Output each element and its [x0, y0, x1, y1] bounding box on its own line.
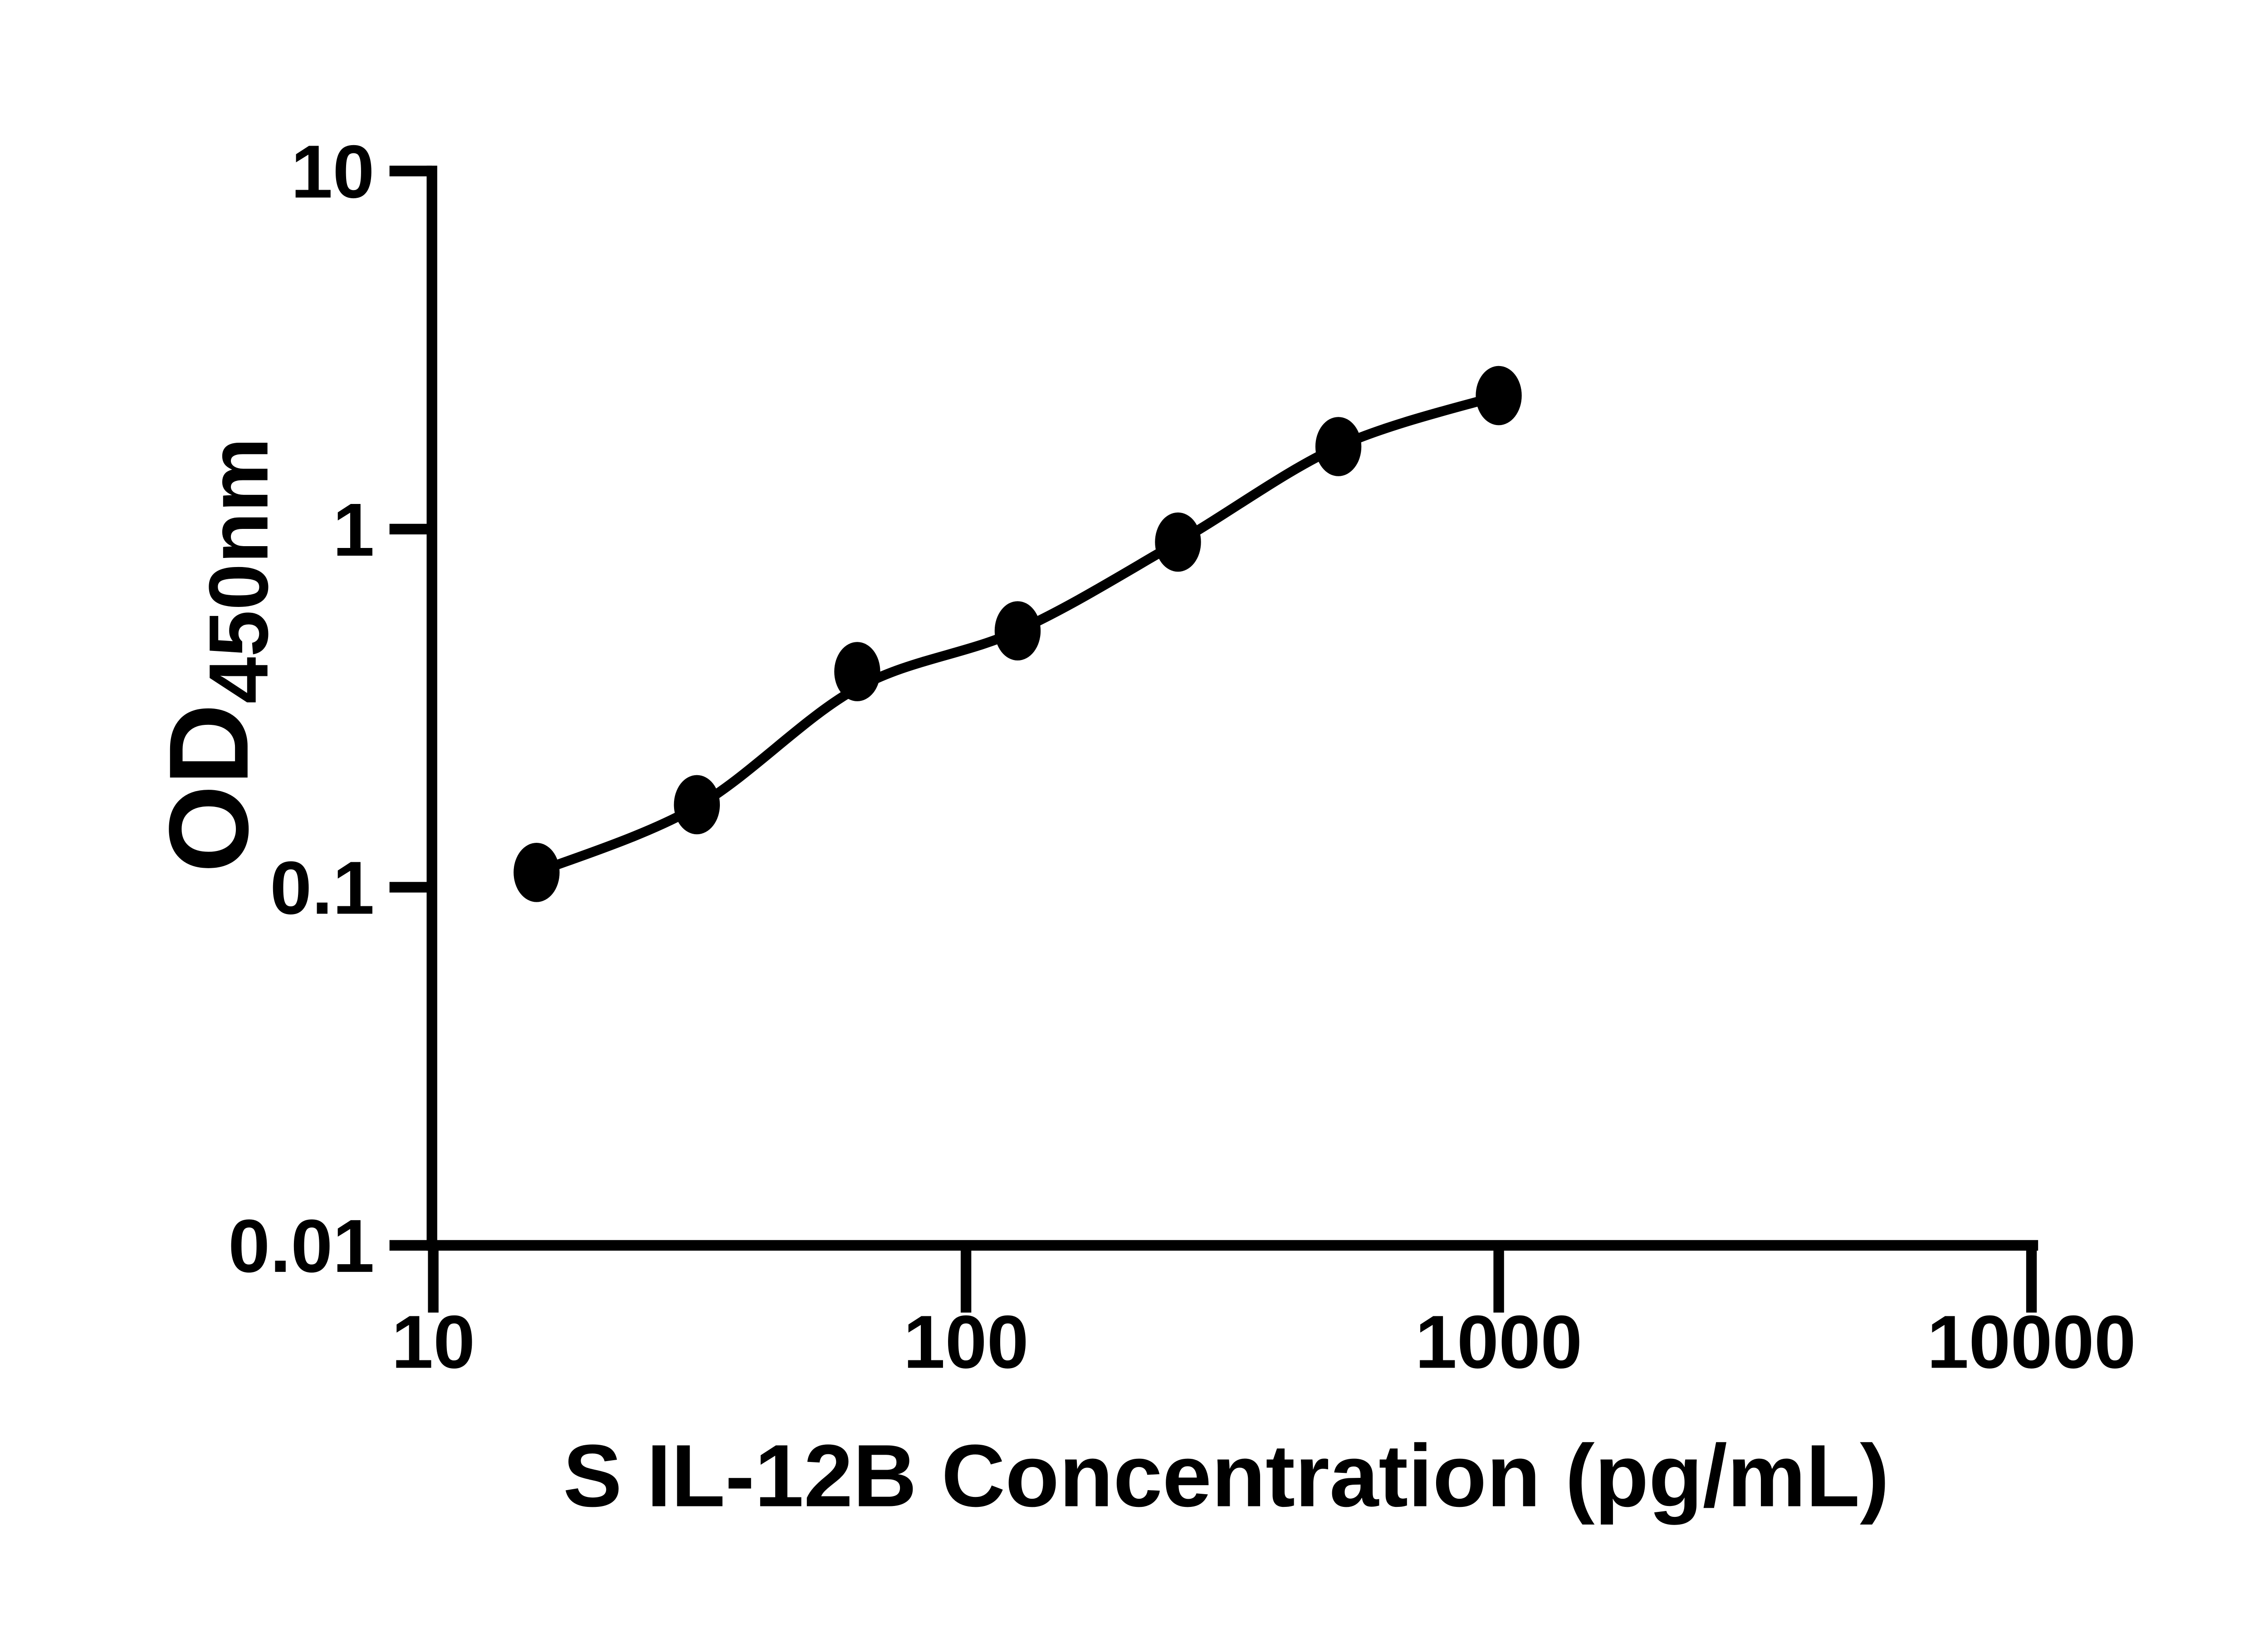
- x-tick-label: 100: [903, 1300, 1028, 1384]
- data-point: [1315, 417, 1362, 476]
- y-axis-title: OD450nm: [146, 437, 286, 873]
- data-point: [1155, 512, 1201, 572]
- x-tick-label: 10: [391, 1300, 475, 1384]
- y-tick-label: 0.01: [228, 1204, 374, 1288]
- y-tick-label: 10: [291, 130, 374, 214]
- x-tick-label: 10000: [1927, 1300, 2136, 1384]
- data-point: [994, 601, 1041, 660]
- y-axis-title-main: OD: [146, 704, 272, 873]
- y-tick-label: 1: [332, 488, 374, 572]
- x-axis-title: S IL-12B Concentration (pg/mL): [563, 1427, 1889, 1525]
- y-tick-label: 0.1: [270, 846, 374, 930]
- data-point: [674, 775, 720, 835]
- data-point: [834, 642, 880, 701]
- y-axis-title-subscript: 450nm: [192, 437, 286, 704]
- data-point: [1476, 366, 1522, 425]
- data-point: [513, 842, 560, 902]
- x-tick-label: 1000: [1415, 1300, 1583, 1384]
